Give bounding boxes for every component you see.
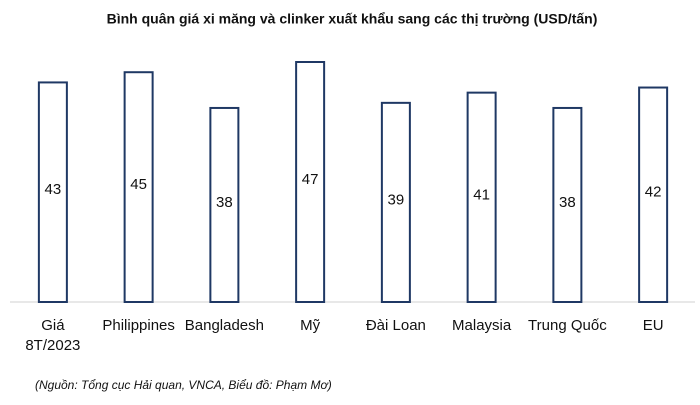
bar xyxy=(380,101,411,304)
bar xyxy=(123,71,154,303)
value-label: 38 xyxy=(216,194,233,211)
bar xyxy=(552,106,583,303)
bar xyxy=(295,61,326,303)
value-label: 38 xyxy=(559,194,576,211)
value-label: 47 xyxy=(302,171,319,188)
bar xyxy=(37,81,68,303)
bar xyxy=(209,106,240,303)
x-tick-label: Trung Quốc xyxy=(528,317,607,334)
x-tick-label: Philippines xyxy=(102,317,175,334)
bar xyxy=(466,91,497,304)
value-label: 42 xyxy=(645,184,662,201)
chart-title: Bình quân giá xi măng và clinker xuất kh… xyxy=(107,11,598,27)
value-label: 39 xyxy=(388,191,405,208)
bar xyxy=(638,86,669,303)
value-label: 41 xyxy=(473,186,490,203)
x-tick-label: EU xyxy=(642,317,664,334)
source-note: (Nguồn: Tổng cục Hải quan, VNCA, Biểu đồ… xyxy=(35,378,332,392)
x-tick-label: Bangladesh xyxy=(184,317,264,334)
x-tick-label: Giá 8T/2023 xyxy=(25,317,81,354)
x-tick-label: Malaysia xyxy=(452,317,512,334)
value-label: 45 xyxy=(130,176,147,193)
x-tick-label: Đài Loan xyxy=(365,317,426,334)
value-label: 43 xyxy=(45,181,62,198)
x-tick-label: Mỹ xyxy=(300,317,321,334)
